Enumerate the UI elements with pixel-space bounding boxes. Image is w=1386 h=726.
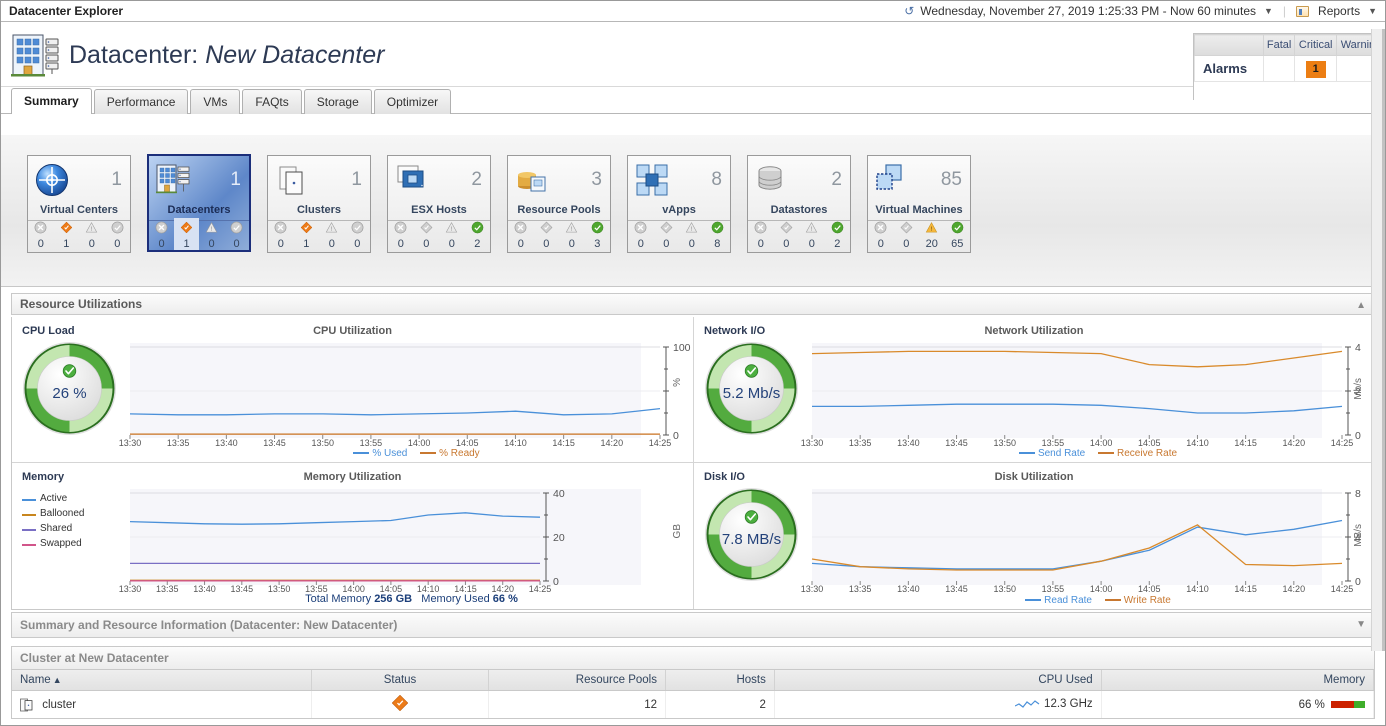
svg-text:8: 8 [1355, 488, 1361, 500]
svg-text:20: 20 [553, 532, 565, 544]
svg-text:26 %: 26 % [52, 385, 86, 402]
svg-text:5.2 Mb/s: 5.2 Mb/s [723, 385, 781, 402]
svg-text:7.8 MB/s: 7.8 MB/s [722, 531, 781, 548]
svg-text:4: 4 [1355, 342, 1361, 354]
svg-text:40: 40 [553, 488, 565, 500]
svg-text:100: 100 [673, 342, 691, 354]
